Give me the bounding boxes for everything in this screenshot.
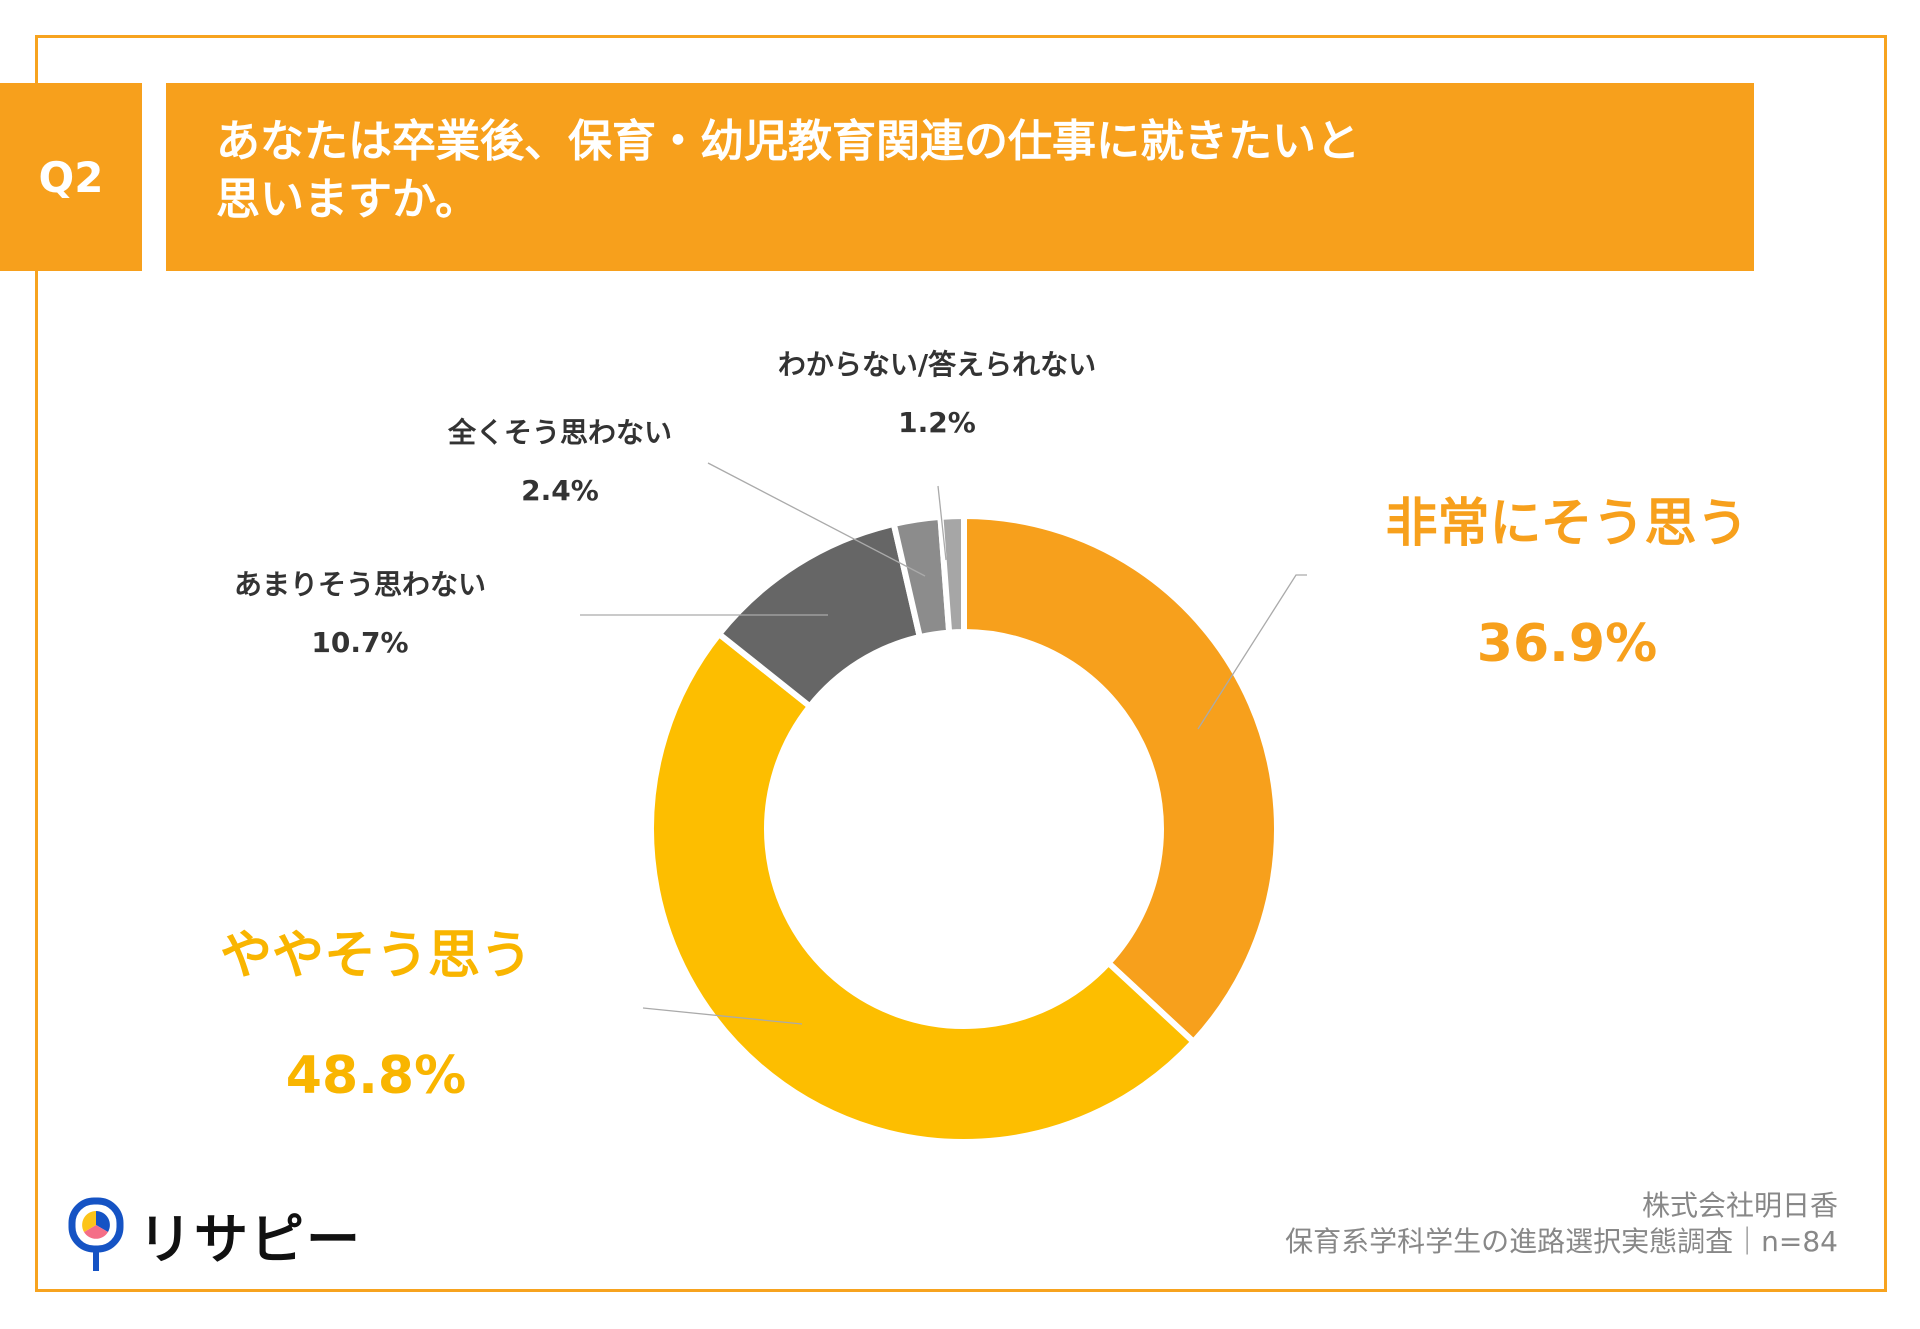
title-line-2: 思いますか。 [216, 174, 480, 225]
label-somewhat: ややそう思う 48.8% [220, 896, 532, 1136]
donut-slice-4 [937, 512, 967, 636]
footer-credit: 株式会社明日香 保育系学科学生の進路選択実態調査｜n=84 [1285, 1188, 1838, 1260]
leader-line-0 [1197, 574, 1307, 730]
donut-slice-0 [961, 512, 1280, 1047]
label-not-much: あまりそう思わない 10.7% [234, 556, 486, 672]
company-name: 株式会社明日香 [1641, 1189, 1838, 1222]
title-bar: あなたは卒業後、保育・幼児教育関連の仕事に就きたいと 思いますか。 [166, 83, 1754, 271]
category-label: わからない/答えられない [777, 348, 1097, 381]
category-label: ややそう思う [219, 926, 533, 986]
value-label: 48.8% [285, 1046, 467, 1106]
value-label: 10.7% [311, 626, 409, 659]
risapy-logo: リサピー [68, 1195, 362, 1274]
category-label: 全くそう思わない [447, 416, 673, 449]
value-label: 1.2% [898, 406, 976, 439]
value-label: 2.4% [521, 474, 599, 507]
value-label: 36.9% [1476, 614, 1658, 674]
category-label: 非常にそう思う [1385, 494, 1749, 554]
title-line-1: あなたは卒業後、保育・幼児教育関連の仕事に就きたいと [216, 116, 1360, 167]
leader-line-4 [937, 485, 947, 561]
logo-text: リサピー [138, 1208, 362, 1271]
question-title: あなたは卒業後、保育・幼児教育関連の仕事に就きたいと 思いますか。 [216, 113, 1616, 229]
leader-line-1 [642, 1007, 803, 1025]
question-number-badge: Q2 [0, 83, 142, 271]
donut-slice-1 [648, 629, 1198, 1146]
survey-name: 保育系学科学生の進路選択実態調査｜n=84 [1285, 1225, 1838, 1258]
label-very-much: 非常にそう思う 36.9% [1386, 464, 1749, 704]
leader-line-3 [707, 462, 926, 577]
label-dont-know: わからない/答えられない 1.2% [778, 336, 1096, 452]
chart-frame [35, 35, 1887, 1292]
category-label: あまりそう思わない [233, 568, 487, 601]
logo-pin-icon [68, 1197, 124, 1271]
label-not-at-all: 全くそう思わない 2.4% [448, 404, 672, 520]
